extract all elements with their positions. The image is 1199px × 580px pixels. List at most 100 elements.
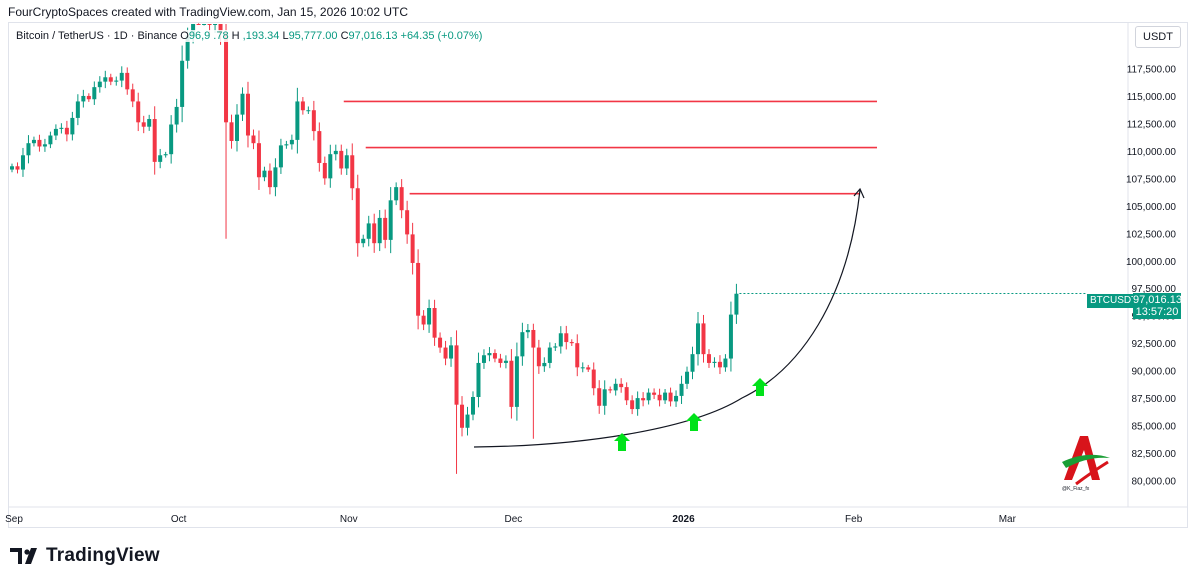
candle [70, 111, 75, 141]
candle [663, 389, 668, 404]
currency-selector[interactable]: USDT [1135, 26, 1181, 48]
candle [685, 366, 690, 389]
time-tick-label: Dec [505, 514, 523, 525]
tradingview-brand[interactable]: TradingView [10, 545, 160, 567]
candle-body [158, 155, 163, 162]
candle-body [108, 77, 113, 82]
k-fiaz-logo-icon: @K_Fiaz_fx [1062, 436, 1110, 492]
candle-body [575, 343, 580, 368]
candle-body [163, 154, 168, 156]
candle [147, 114, 152, 131]
candle-body [630, 400, 635, 410]
candle [344, 148, 349, 175]
candle-body [31, 139, 36, 144]
candle-body [487, 353, 492, 356]
candle [86, 93, 91, 102]
candle-body [476, 362, 481, 398]
bar-countdown: 13:57:20 [1135, 306, 1179, 318]
candle [273, 158, 278, 197]
candle-body [289, 139, 294, 145]
price-tick-label: 110,000.00 [1127, 147, 1177, 158]
candle-body [492, 353, 497, 359]
candle [591, 362, 596, 396]
candle-body [509, 360, 514, 407]
candle-body [728, 314, 733, 359]
candle [608, 386, 613, 394]
candle-body [602, 389, 607, 406]
candle [679, 375, 684, 404]
candle-body [202, 24, 207, 25]
candle-body [443, 347, 448, 359]
price-tick-label: 115,000.00 [1127, 92, 1177, 103]
candle [569, 339, 574, 346]
candle [531, 323, 536, 439]
candle [31, 136, 36, 147]
candle [53, 124, 58, 141]
candle-body [503, 360, 508, 363]
candle-body [311, 110, 316, 132]
candle-body [130, 89, 135, 102]
candle [75, 94, 80, 126]
time-axis[interactable]: Sep Oct Nov Dec 2026 Feb Mar [5, 506, 1187, 525]
candle-body [26, 143, 31, 156]
candle [97, 76, 102, 93]
candle [586, 364, 591, 372]
candle-body [20, 155, 25, 170]
candle-body [147, 119, 152, 127]
candle-body [613, 383, 618, 391]
candle [388, 187, 393, 254]
candle-body [542, 362, 547, 367]
legend-symbol: Bitcoin / TetherUS · 1D · Binance [16, 30, 178, 42]
candle [300, 97, 305, 115]
candle [728, 301, 733, 372]
candle-body [366, 223, 371, 239]
candle [229, 114, 234, 149]
candle [690, 346, 695, 380]
candle-body [416, 262, 421, 316]
candle-body [42, 144, 47, 147]
candle [405, 200, 410, 244]
candle-body [619, 383, 624, 388]
candle-body [273, 167, 278, 188]
candle [152, 106, 157, 175]
candle [399, 179, 404, 219]
candle [37, 134, 42, 152]
candle [492, 349, 497, 363]
candle [224, 24, 229, 239]
last-price-value: 97,016.13 [1133, 294, 1182, 306]
candle-body [152, 119, 157, 162]
candle [657, 388, 662, 407]
price-tick-label: 102,500.00 [1126, 229, 1176, 240]
candle [575, 334, 580, 377]
candle [15, 162, 20, 174]
candle [438, 332, 443, 353]
candle-body [361, 238, 366, 244]
candle [465, 406, 470, 436]
candle-body [547, 347, 552, 363]
candle-body [712, 361, 717, 363]
candle-body [652, 392, 657, 395]
candle [383, 209, 388, 249]
candle [278, 138, 283, 174]
price-tick-label: 90,000.00 [1132, 367, 1177, 378]
candle [125, 67, 130, 95]
candle [59, 123, 64, 134]
candle [328, 144, 333, 188]
candle-body [328, 154, 333, 179]
price-axis[interactable]: 80,000.00 82,500.00 85,000.00 87,500.00 90,0… [1126, 23, 1176, 507]
candle-body [663, 392, 668, 401]
candle-body [685, 371, 690, 384]
candle [26, 135, 31, 164]
legend-high-label: H [231, 30, 240, 42]
candle [114, 76, 119, 86]
symbol-legend[interactable]: Bitcoin / TetherUS · 1D · Binance O96,9 … [14, 30, 485, 42]
candle-body [169, 124, 174, 155]
candle-body [591, 369, 596, 389]
candle-body [218, 24, 223, 34]
candle-body [64, 127, 69, 135]
candlestick-series [10, 23, 739, 474]
candle-body [525, 329, 530, 333]
candle [427, 299, 432, 333]
candle-body [690, 354, 695, 372]
